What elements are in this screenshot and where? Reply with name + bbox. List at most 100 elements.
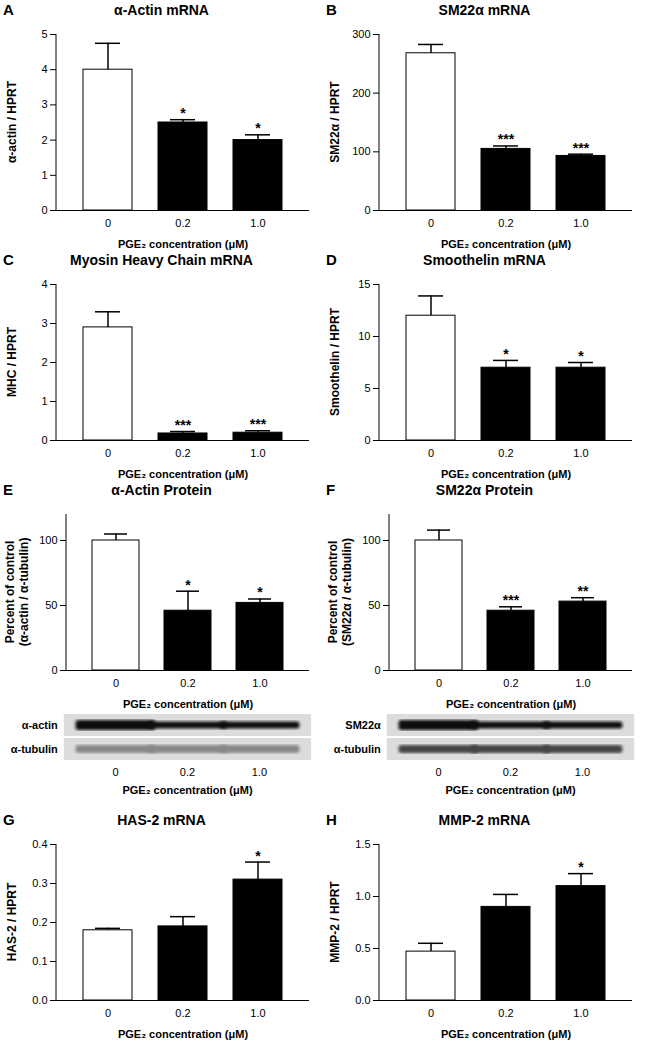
svg-text:1.0: 1.0 xyxy=(575,766,590,778)
svg-text:0.2: 0.2 xyxy=(498,1007,513,1019)
svg-text:*: * xyxy=(578,859,584,875)
svg-text:5: 5 xyxy=(41,28,47,40)
svg-text:50: 50 xyxy=(45,599,57,611)
svg-text:PGE₂ concentration (μM): PGE₂ concentration (μM) xyxy=(118,1028,249,1040)
svg-text:4: 4 xyxy=(41,278,47,290)
svg-text:PGE₂ concentration (μM): PGE₂ concentration (μM) xyxy=(441,468,572,480)
svg-text:0.2: 0.2 xyxy=(503,766,518,778)
svg-text:100: 100 xyxy=(352,145,370,157)
svg-text:*: * xyxy=(180,105,186,121)
svg-text:0: 0 xyxy=(112,766,118,778)
svg-text:PGE₂ concentration (μM): PGE₂ concentration (μM) xyxy=(441,1028,572,1040)
svg-text:0.2: 0.2 xyxy=(32,916,47,928)
svg-text:*: * xyxy=(255,120,261,136)
svg-text:***: *** xyxy=(503,592,520,608)
svg-text:0: 0 xyxy=(436,677,442,689)
svg-text:1: 1 xyxy=(41,395,47,407)
svg-text:0: 0 xyxy=(105,447,111,459)
svg-text:MHC / HPRT: MHC / HPRT xyxy=(5,326,19,397)
svg-text:0: 0 xyxy=(435,766,441,778)
svg-text:0.5: 0.5 xyxy=(355,942,370,954)
svg-text:Smoothelin / HPRT: Smoothelin / HPRT xyxy=(328,307,342,416)
svg-text:0: 0 xyxy=(428,1007,434,1019)
svg-text:Percent of control(SM22α / α-t: Percent of control(SM22α / α-tubulin) xyxy=(326,538,354,646)
svg-text:2: 2 xyxy=(41,356,47,368)
svg-text:50: 50 xyxy=(368,599,380,611)
svg-text:0.2: 0.2 xyxy=(180,766,195,778)
svg-text:0: 0 xyxy=(51,664,57,676)
svg-text:0: 0 xyxy=(105,1007,111,1019)
svg-text:0: 0 xyxy=(113,677,119,689)
svg-text:1.0: 1.0 xyxy=(573,447,588,459)
svg-text:1.0: 1.0 xyxy=(573,217,588,229)
svg-text:*: * xyxy=(578,348,584,364)
svg-text:***: *** xyxy=(175,417,192,433)
svg-text:100: 100 xyxy=(362,534,380,546)
svg-text:PGE₂ concentration (μM): PGE₂ concentration (μM) xyxy=(123,698,254,710)
svg-text:**: ** xyxy=(578,583,589,599)
svg-text:4: 4 xyxy=(41,63,47,75)
svg-text:300: 300 xyxy=(352,28,370,40)
svg-text:2: 2 xyxy=(41,134,47,146)
svg-text:5: 5 xyxy=(364,382,370,394)
svg-text:PGE₂ concentration (μM): PGE₂ concentration (μM) xyxy=(446,698,577,710)
svg-text:*: * xyxy=(185,577,191,593)
svg-text:0: 0 xyxy=(374,664,380,676)
svg-text:1.0: 1.0 xyxy=(250,447,265,459)
svg-text:α-tubulin: α-tubulin xyxy=(11,743,58,755)
svg-text:0.0: 0.0 xyxy=(32,994,47,1006)
svg-text:15: 15 xyxy=(358,278,370,290)
svg-text:3: 3 xyxy=(41,317,47,329)
svg-text:0: 0 xyxy=(105,217,111,229)
svg-text:1.0: 1.0 xyxy=(573,1007,588,1019)
svg-text:SM22α / HPRT: SM22α / HPRT xyxy=(328,81,342,163)
svg-text:100: 100 xyxy=(39,534,57,546)
svg-text:PGE₂ concentration (μM): PGE₂ concentration (μM) xyxy=(445,784,576,796)
svg-text:1.5: 1.5 xyxy=(355,838,370,850)
svg-text:0: 0 xyxy=(428,217,434,229)
svg-text:3: 3 xyxy=(41,98,47,110)
svg-text:0: 0 xyxy=(41,204,47,216)
svg-text:PGE₂ concentration (μM): PGE₂ concentration (μM) xyxy=(118,238,249,250)
svg-text:PGE₂ concentration (μM): PGE₂ concentration (μM) xyxy=(122,784,253,796)
svg-text:1.0: 1.0 xyxy=(250,1007,265,1019)
svg-text:PGE₂ concentration (μM): PGE₂ concentration (μM) xyxy=(441,238,572,250)
svg-text:0.2: 0.2 xyxy=(175,447,190,459)
svg-text:1.0: 1.0 xyxy=(252,677,267,689)
svg-text:Percent of control(α-actin / α: Percent of control(α-actin / α-tubulin) xyxy=(3,538,31,647)
svg-text:0.2: 0.2 xyxy=(175,1007,190,1019)
svg-text:***: *** xyxy=(250,416,267,432)
svg-text:SM22α: SM22α xyxy=(345,719,381,731)
svg-text:200: 200 xyxy=(352,87,370,99)
svg-text:0.2: 0.2 xyxy=(498,217,513,229)
svg-text:0.2: 0.2 xyxy=(180,677,195,689)
svg-text:1.0: 1.0 xyxy=(355,890,370,902)
svg-text:0.2: 0.2 xyxy=(503,677,518,689)
svg-text:0: 0 xyxy=(364,204,370,216)
svg-text:0: 0 xyxy=(41,434,47,446)
svg-text:***: *** xyxy=(498,131,515,147)
svg-text:1.0: 1.0 xyxy=(575,677,590,689)
svg-text:α-actin / HPRT: α-actin / HPRT xyxy=(5,80,19,163)
svg-text:0: 0 xyxy=(364,434,370,446)
svg-text:*: * xyxy=(255,848,261,864)
svg-text:*: * xyxy=(503,346,509,362)
svg-text:0: 0 xyxy=(428,447,434,459)
svg-text:1.0: 1.0 xyxy=(250,217,265,229)
svg-text:10: 10 xyxy=(358,330,370,342)
svg-text:0.4: 0.4 xyxy=(32,838,47,850)
svg-text:0.2: 0.2 xyxy=(175,217,190,229)
svg-text:1: 1 xyxy=(41,169,47,181)
svg-text:α-actin: α-actin xyxy=(22,719,58,731)
svg-text:*: * xyxy=(257,584,263,600)
svg-text:0.2: 0.2 xyxy=(498,447,513,459)
svg-text:HAS-2 / HPRT: HAS-2 / HPRT xyxy=(5,882,19,961)
svg-text:MMP-2 / HPRT: MMP-2 / HPRT xyxy=(328,881,342,963)
svg-text:α-tubulin: α-tubulin xyxy=(334,743,381,755)
svg-text:0.1: 0.1 xyxy=(32,955,47,967)
svg-text:0.0: 0.0 xyxy=(355,994,370,1006)
svg-text:PGE₂ concentration (μM): PGE₂ concentration (μM) xyxy=(118,468,249,480)
svg-text:***: *** xyxy=(573,140,590,156)
svg-text:0.3: 0.3 xyxy=(32,877,47,889)
svg-text:1.0: 1.0 xyxy=(252,766,267,778)
